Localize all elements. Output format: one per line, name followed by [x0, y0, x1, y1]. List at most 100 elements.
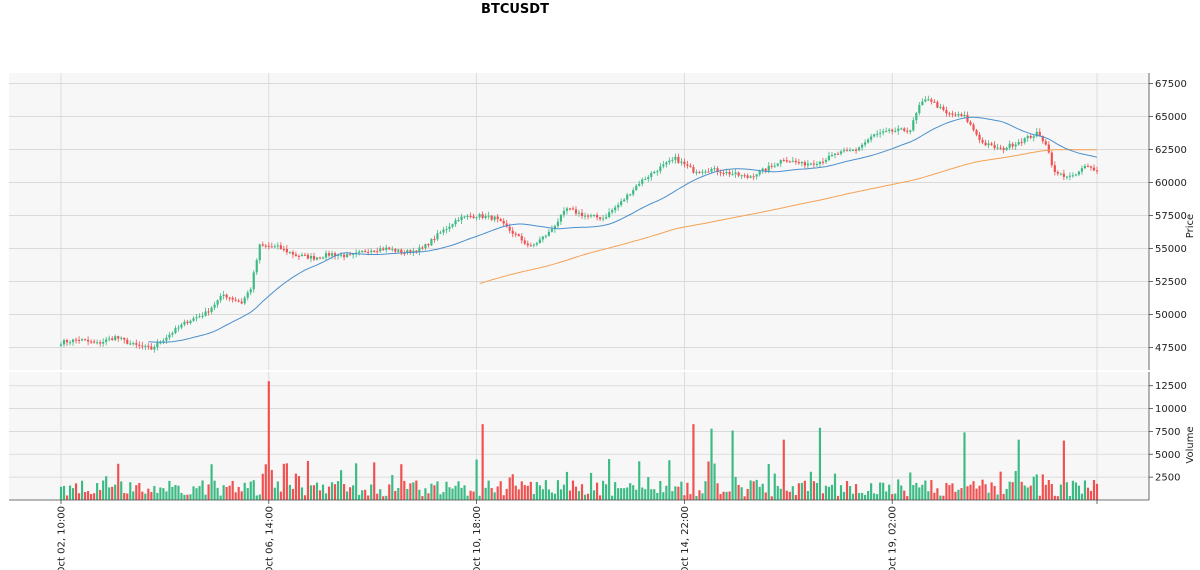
- volume-bar: [225, 487, 228, 500]
- volume-bar: [90, 494, 93, 500]
- price-tick-label: 67500: [1155, 79, 1187, 90]
- candle-body: [291, 252, 294, 255]
- volume-bar: [288, 484, 291, 500]
- volume-bar: [626, 487, 629, 500]
- volume-bar: [255, 495, 258, 500]
- candle-body: [836, 153, 840, 155]
- volume-bar: [285, 463, 288, 500]
- candle-body: [1002, 147, 1005, 150]
- volume-bar: [538, 485, 541, 500]
- candle-body: [598, 217, 602, 220]
- volume-bar: [1008, 481, 1011, 500]
- candle-body: [1026, 135, 1029, 139]
- volume-bar: [394, 490, 397, 500]
- volume-bar: [749, 480, 752, 500]
- volume-bar: [370, 484, 373, 500]
- candle-body: [656, 171, 659, 173]
- candle-body: [800, 161, 803, 164]
- candle-body: [1089, 166, 1093, 168]
- price-axis-label: Price: [1185, 214, 1196, 238]
- candle-body: [662, 164, 665, 167]
- candle-body: [74, 339, 78, 341]
- volume-bar: [204, 494, 207, 500]
- candle-body: [1011, 143, 1014, 147]
- candle-body: [1035, 131, 1038, 137]
- candle-body: [620, 201, 623, 205]
- volume-bar: [234, 492, 237, 500]
- volume-bar: [508, 477, 511, 500]
- candle-body: [644, 179, 647, 181]
- volume-bar: [424, 488, 427, 500]
- candle-body: [635, 185, 638, 191]
- volume-bar: [562, 484, 566, 500]
- candle-body: [617, 204, 620, 208]
- candle-body: [650, 173, 653, 178]
- volume-bar: [779, 488, 782, 500]
- volume-bar: [68, 485, 72, 500]
- candle-body: [1023, 138, 1026, 143]
- candle-body: [984, 142, 987, 146]
- candle-body: [680, 161, 683, 163]
- volume-bar: [571, 480, 575, 500]
- candle-body: [318, 257, 322, 259]
- volume-bar: [1053, 495, 1056, 500]
- candle-body: [68, 342, 72, 344]
- candle-body: [174, 328, 177, 334]
- volume-bar: [978, 485, 981, 500]
- volume-bar: [1044, 484, 1047, 500]
- candle-body: [129, 343, 132, 345]
- candle-body: [234, 299, 237, 301]
- volume-bar: [156, 492, 159, 500]
- candle-body: [921, 101, 924, 105]
- candle-body: [538, 239, 541, 244]
- candle-body: [219, 296, 222, 301]
- candle-body: [553, 226, 556, 230]
- candle-body: [469, 215, 472, 217]
- candle-body: [346, 254, 349, 258]
- volume-bar: [436, 481, 439, 500]
- volume-bar: [879, 482, 882, 500]
- chart-title: BTCUSDT: [481, 2, 549, 17]
- candle-body: [824, 159, 828, 162]
- candle-body: [556, 221, 560, 227]
- candle-body: [776, 163, 779, 166]
- candle-body: [882, 131, 885, 133]
- candle-body: [930, 99, 933, 102]
- candle-body: [120, 337, 123, 339]
- grid: [9, 73, 1149, 500]
- volume-bar: [598, 495, 602, 500]
- volume-bar: [870, 483, 873, 500]
- candle-body: [303, 254, 307, 256]
- candle-body: [668, 160, 671, 163]
- volume-bar: [1011, 482, 1014, 500]
- candle-body: [144, 345, 147, 347]
- candle-body: [758, 170, 761, 175]
- candle-body: [740, 175, 743, 177]
- volume-bar: [903, 490, 906, 500]
- candle-body: [1014, 144, 1017, 147]
- volume-bar: [659, 480, 662, 500]
- x-tick-label: Oct 19, 02:00: [888, 506, 899, 570]
- volume-bar: [330, 482, 334, 500]
- candle-body: [746, 175, 749, 178]
- candle-body: [948, 113, 951, 115]
- x-tick-label: Oct 10, 18:00: [472, 506, 483, 570]
- volume-bar: [969, 484, 972, 500]
- candle-body: [126, 339, 129, 344]
- candle-body: [448, 226, 451, 229]
- candle-body: [1005, 147, 1008, 150]
- candle-body: [1077, 171, 1081, 175]
- volume-bar: [343, 484, 346, 500]
- volume-bar: [574, 486, 578, 500]
- volume-axis-label: Volume: [1185, 426, 1196, 463]
- volume-bar: [900, 485, 903, 500]
- candle-body: [1080, 168, 1084, 172]
- volume-bar: [490, 488, 493, 500]
- volume-bars: [59, 381, 1099, 500]
- volume-bar: [297, 476, 301, 500]
- candle-body: [927, 99, 930, 101]
- candle-body: [309, 256, 313, 259]
- x-axis: Oct 02, 10:00 Oct 06, 14:00 Oct 10, 18:00 O…: [9, 499, 1149, 570]
- volume-bar: [803, 480, 806, 500]
- volume-bar: [577, 491, 581, 500]
